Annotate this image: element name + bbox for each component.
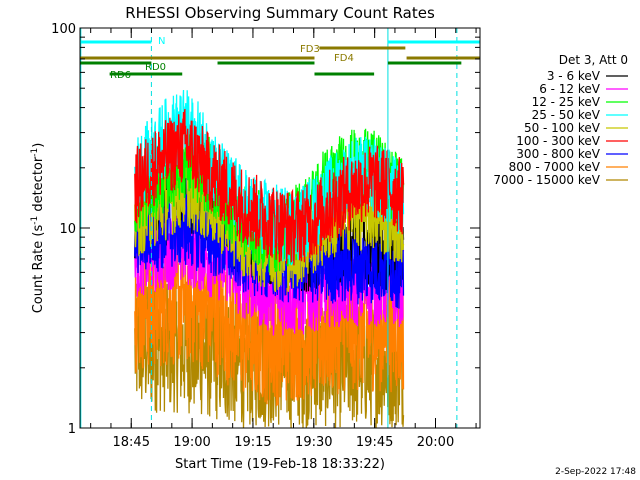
y-axis-label-sup2: -1 xyxy=(30,148,40,157)
status-label-rd0: RD0 xyxy=(145,62,166,73)
series-line-6 xyxy=(134,108,405,266)
legend-label-3: 12 - 25 keV xyxy=(532,95,601,109)
status-label-rd6: RD6 xyxy=(110,70,131,81)
status-label-fd3: FD3 xyxy=(300,44,320,55)
x-tick-label: 20:00 xyxy=(417,435,454,450)
legend-label-9: 7000 - 15000 keV xyxy=(493,173,600,187)
legend-title: Det 3, Att 0 xyxy=(559,53,628,67)
y-axis-label-main: Count Rate (s xyxy=(31,225,46,314)
legend-label-5: 50 - 100 keV xyxy=(524,121,601,135)
legend-label-1: 3 - 6 keV xyxy=(547,69,601,83)
y-axis-label: Count Rate (s-1 detector-1) xyxy=(30,143,46,314)
status-label-n: N xyxy=(158,36,165,47)
x-axis-label: Start Time (19-Feb-18 18:33:22) xyxy=(175,457,385,472)
axes: 1 10 100 18:45 19:00 19:15 19:30 19:45 20:00 xyxy=(51,22,480,450)
x-tick-label: 19:00 xyxy=(173,435,210,450)
x-tick-label: 19:15 xyxy=(234,435,271,450)
status-label-fd4: FD4 xyxy=(334,53,354,64)
legend-label-4: 25 - 50 keV xyxy=(532,108,601,122)
plot-area: N FD3 FD4 RD0 RD6 xyxy=(80,28,480,429)
y-tick-label: 1 xyxy=(68,422,76,437)
legend-label-7: 300 - 800 keV xyxy=(516,147,600,161)
legend-label-8: 800 - 7000 keV xyxy=(509,160,601,174)
series-line-8 xyxy=(134,236,405,407)
x-tick-label: 19:45 xyxy=(356,435,393,450)
timestamp: 2-Sep-2022 17:48 xyxy=(555,467,636,477)
y-axis-label-end: ) xyxy=(31,143,46,148)
y-axis-label-mid: detector xyxy=(31,156,46,216)
y-axis-label-sup1: -1 xyxy=(30,216,40,225)
y-tick-label: 100 xyxy=(51,22,76,37)
legend-label-6: 100 - 300 keV xyxy=(516,134,600,148)
x-tick-label: 18:45 xyxy=(113,435,150,450)
x-tick-label: 19:30 xyxy=(295,435,332,450)
legend-label-2: 6 - 12 keV xyxy=(539,82,601,96)
chart-title: RHESSI Observing Summary Count Rates xyxy=(125,4,435,22)
y-tick-label: 10 xyxy=(59,222,76,237)
